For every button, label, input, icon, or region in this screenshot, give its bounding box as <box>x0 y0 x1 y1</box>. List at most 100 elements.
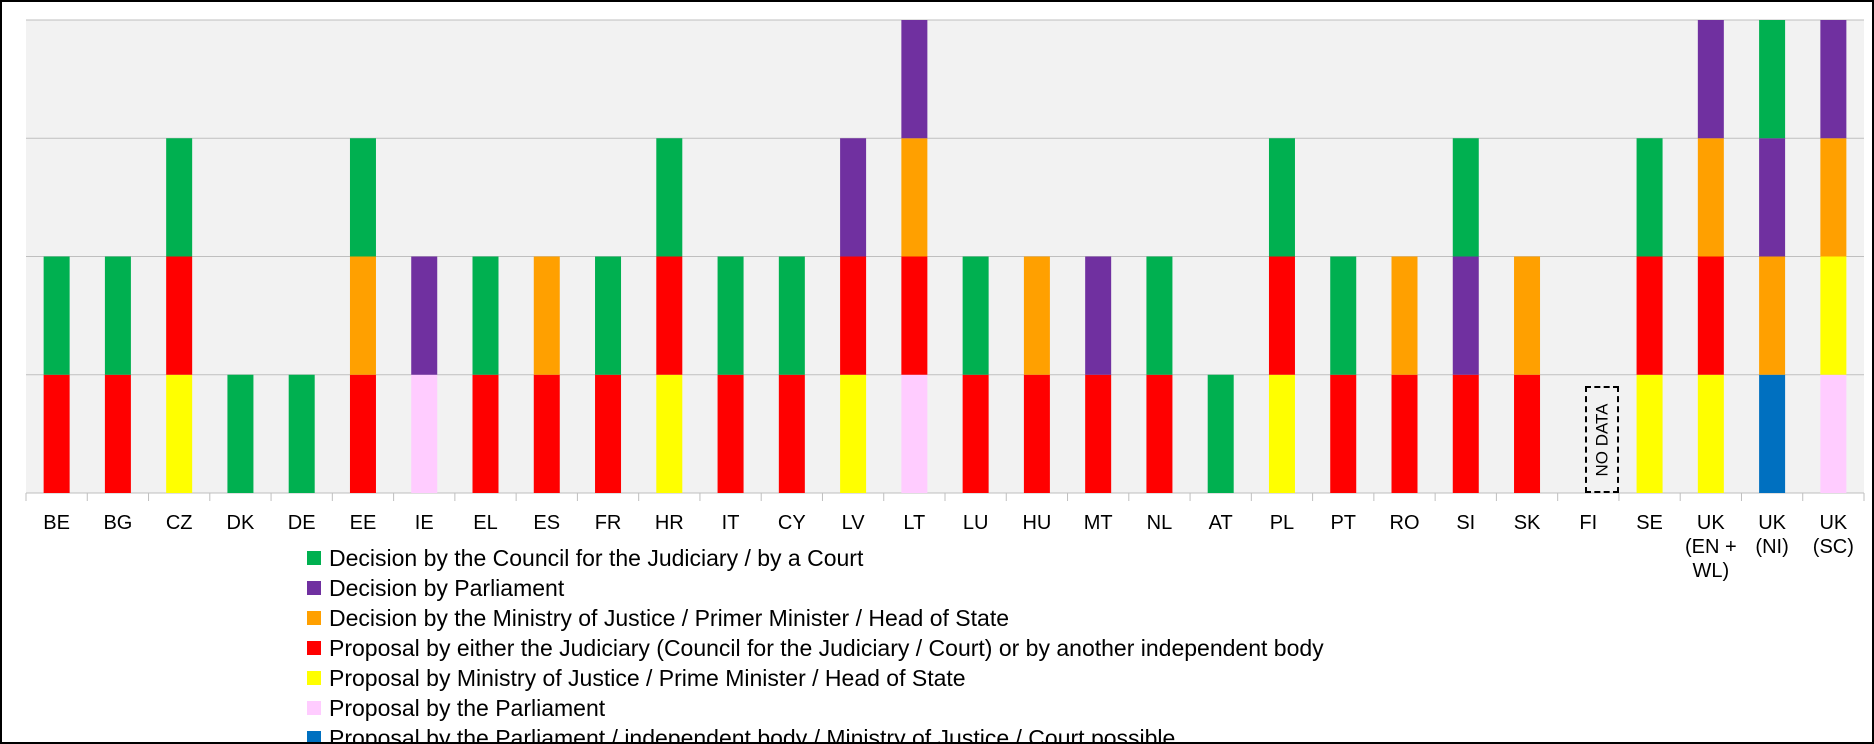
bar-segment <box>1085 256 1112 375</box>
annotation: NO DATA <box>1592 402 1612 477</box>
bar-segment <box>43 374 70 493</box>
bar-segment <box>1697 256 1724 375</box>
bar-segment <box>1697 138 1724 257</box>
x-tick-label: PT <box>1330 512 1356 534</box>
legend-swatch <box>307 731 321 742</box>
x-tick-label: EL <box>473 512 498 534</box>
bar-segment <box>1146 374 1173 493</box>
bar-segment <box>778 256 805 375</box>
bar-segment <box>1391 256 1418 375</box>
bar-segment <box>1820 256 1847 375</box>
x-tick-label: NL <box>1146 512 1173 534</box>
bar-segment <box>962 374 989 493</box>
bar-segment <box>778 374 805 493</box>
bar-segment <box>166 138 193 257</box>
x-tick-label: SK <box>1513 512 1541 534</box>
bar-segment <box>1330 256 1357 375</box>
bar-segment <box>1759 256 1786 375</box>
x-tick-label: LU <box>962 512 989 534</box>
bar-segment <box>1514 256 1541 375</box>
bar-segment <box>411 374 438 493</box>
bar-segment <box>533 256 560 375</box>
bar-segment <box>1452 256 1479 375</box>
bar-segment <box>595 256 622 375</box>
bar-segment <box>288 374 315 493</box>
bar-segment <box>1636 256 1663 375</box>
x-tick-label: PL <box>1269 512 1295 534</box>
legend-item: Proposal by Ministry of Justice / Prime … <box>307 663 1324 693</box>
bar-segment <box>1820 138 1847 257</box>
x-tick-label: BG <box>103 512 133 534</box>
bar-segment <box>1452 138 1479 257</box>
bar-segment <box>227 374 254 493</box>
x-tick-label: LT <box>903 512 926 534</box>
legend-item: Proposal by either the Judiciary (Counci… <box>307 633 1324 663</box>
legend-label: Decision by the Council for the Judiciar… <box>329 545 864 571</box>
legend-label: Proposal by either the Judiciary (Counci… <box>329 635 1324 661</box>
bar-segment <box>166 374 193 493</box>
legend-item: Proposal by the Parliament / independent… <box>307 723 1324 744</box>
bar-segment <box>901 374 928 493</box>
bar-segment <box>717 256 744 375</box>
bar-segment <box>840 138 867 257</box>
x-tick-label: UK (NI) <box>1755 512 1789 558</box>
x-tick-label: DE <box>287 512 316 534</box>
bar-segment <box>962 256 989 375</box>
bar-segment <box>1207 374 1234 493</box>
x-tick-label: UK (SC) <box>1812 512 1854 558</box>
bar-segment <box>1820 374 1847 493</box>
bar-segment <box>1759 374 1786 493</box>
bar-segment <box>1146 256 1173 375</box>
legend-swatch <box>307 551 321 565</box>
x-tick-label: HR <box>654 512 684 534</box>
bar-segment <box>656 138 683 257</box>
legend-item: Proposal by the Parliament <box>307 693 1324 723</box>
x-tick-label: UK (EN + WL) <box>1684 512 1737 582</box>
bar-segment <box>1268 138 1295 257</box>
bar-segment <box>1636 374 1663 493</box>
legend-swatch <box>307 671 321 685</box>
bar-segment <box>533 374 560 493</box>
bar-segment <box>1759 138 1786 257</box>
bar-segment <box>595 374 622 493</box>
legend-label: Proposal by the Parliament <box>329 695 606 721</box>
bar-segment <box>901 138 928 257</box>
x-tick-label: EE <box>349 512 377 534</box>
x-tick-label: MT <box>1083 512 1113 534</box>
bar-segment <box>1697 374 1724 493</box>
x-tick-label: LV <box>841 512 865 534</box>
bar-segment <box>901 256 928 375</box>
legend-swatch <box>307 611 321 625</box>
legend-label: Decision by the Ministry of Justice / Pr… <box>329 605 1010 631</box>
x-tick-label: IE <box>414 512 434 534</box>
bar-segment <box>1452 374 1479 493</box>
legend: Decision by the Council for the Judiciar… <box>307 543 1324 744</box>
bar-segment <box>656 374 683 493</box>
legend-label: Proposal by the Parliament / independent… <box>329 725 1176 744</box>
bar-segment <box>901 20 928 139</box>
x-tick-label: DK <box>226 512 255 534</box>
legend-swatch <box>307 641 321 655</box>
bar-segment <box>349 138 376 257</box>
x-tick-label: IT <box>721 512 740 534</box>
bar-segment <box>1023 374 1050 493</box>
x-tick-label: RO <box>1389 512 1420 534</box>
bar-segment <box>43 256 70 375</box>
bar-segment <box>349 256 376 375</box>
bar-segment <box>1514 374 1541 493</box>
legend-label: Decision by Parliament <box>329 575 565 601</box>
legend-swatch <box>307 701 321 715</box>
legend-item: Decision by the Council for the Judiciar… <box>307 543 1324 573</box>
bar-segment <box>472 374 499 493</box>
x-tick-label: BE <box>43 512 70 534</box>
x-tick-label: AT <box>1208 512 1233 534</box>
bar-segment <box>840 256 867 375</box>
bar-segment <box>656 256 683 375</box>
legend-item: Decision by the Ministry of Justice / Pr… <box>307 603 1324 633</box>
bar-segment <box>472 256 499 375</box>
bar-segment <box>1085 374 1112 493</box>
bar-segment <box>1820 20 1847 139</box>
x-tick-label: CY <box>777 512 806 534</box>
